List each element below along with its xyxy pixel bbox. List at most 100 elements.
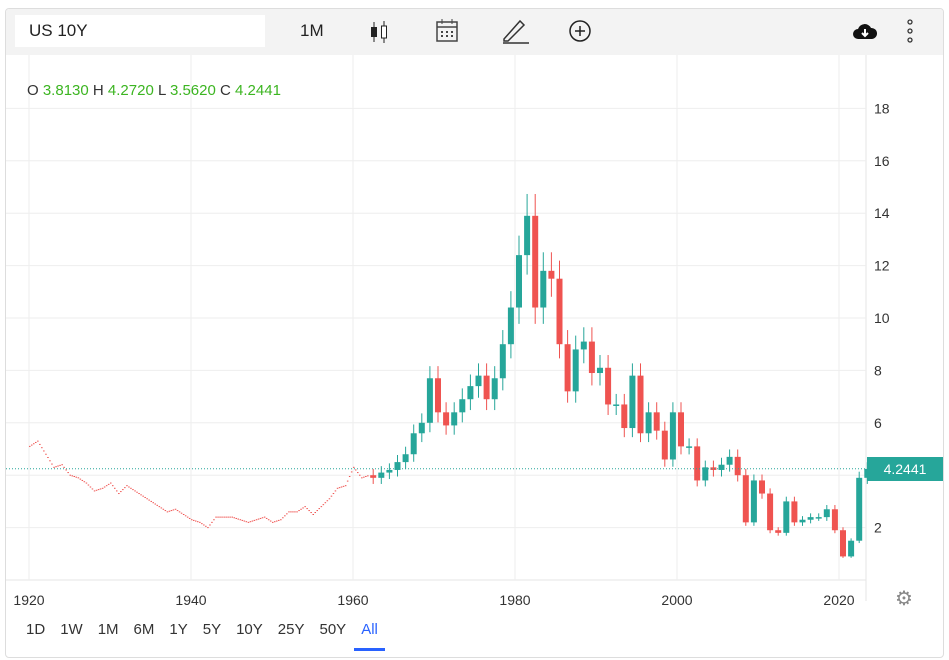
y-tick-label: 18: [874, 100, 890, 116]
candle: [507, 307, 514, 345]
candle: [418, 422, 425, 434]
pencil-icon[interactable]: [501, 18, 531, 44]
candle: [524, 215, 531, 256]
high-label: H: [92, 82, 104, 99]
range-1d[interactable]: 1D: [26, 621, 46, 638]
candle: [840, 530, 846, 557]
toolbar: US 10Y 1M: [6, 9, 943, 55]
candle: [580, 341, 587, 350]
candle: [605, 367, 612, 405]
last-price-tag: 4.2441: [867, 457, 943, 481]
candle: [459, 399, 466, 413]
range-all[interactable]: All: [354, 621, 385, 651]
candle: [613, 404, 620, 406]
candle: [435, 378, 441, 413]
candle: [499, 344, 506, 379]
range-25y[interactable]: 25Y: [277, 621, 305, 638]
range-5y[interactable]: 5Y: [202, 621, 222, 638]
candle: [775, 530, 782, 533]
low-value: 3.5620: [169, 82, 216, 99]
cloud-download-icon[interactable]: [852, 21, 878, 41]
high-value: 4.2720: [107, 82, 154, 99]
candle: [467, 386, 474, 400]
candle: [426, 378, 433, 423]
candle: [718, 464, 725, 470]
candle: [516, 255, 522, 308]
candle: [394, 462, 401, 470]
y-tick-label: 16: [874, 153, 890, 169]
candle: [694, 446, 701, 481]
candlestick-icon[interactable]: [368, 19, 390, 45]
candle: [799, 519, 806, 523]
x-tick-label: 2000: [661, 592, 692, 608]
chart-widget: US 10Y 1M 246810121416181920194019601980…: [5, 8, 944, 658]
candle: [475, 375, 482, 387]
candle: [597, 367, 603, 374]
candle: [669, 412, 676, 460]
candle: [386, 469, 393, 473]
y-tick-label: 12: [874, 258, 890, 274]
candle: [783, 501, 790, 533]
x-tick-label: 1920: [13, 592, 44, 608]
candle: [710, 467, 717, 470]
candle: [540, 270, 547, 308]
candle: [848, 540, 855, 557]
candle: [726, 456, 733, 465]
candle: [556, 278, 563, 345]
candle: [548, 270, 555, 279]
price-chart[interactable]: 24681012141618192019401960198020002020: [6, 9, 943, 657]
candle: [653, 412, 660, 431]
candle: [491, 378, 498, 400]
candle: [451, 412, 458, 426]
y-tick-label: 14: [874, 205, 890, 221]
candle: [402, 454, 409, 463]
open-label: O: [27, 82, 39, 99]
candle: [831, 509, 838, 531]
y-tick-label: 2: [874, 520, 882, 536]
candle: [564, 344, 571, 392]
range-10y[interactable]: 10Y: [236, 621, 263, 638]
symbol-input[interactable]: US 10Y: [15, 15, 265, 47]
settings-gear-icon[interactable]: ⚙: [895, 588, 913, 610]
open-value: 3.8130: [42, 82, 89, 99]
candle: [637, 375, 644, 434]
candle: [702, 467, 709, 481]
more-vertical-icon[interactable]: [905, 18, 915, 44]
range-1w[interactable]: 1W: [60, 621, 83, 638]
candle: [791, 501, 798, 523]
candle: [678, 412, 684, 447]
interval-button[interactable]: 1M: [300, 21, 324, 40]
close-label: C: [220, 82, 231, 99]
candle: [621, 404, 628, 429]
candle: [588, 341, 595, 374]
low-label: L: [157, 82, 166, 99]
candle: [378, 472, 385, 478]
candle: [443, 412, 450, 426]
plus-circle-icon[interactable]: [568, 19, 592, 43]
range-selector: 1D 1W 1M 6M 1Y 5Y 10Y 25Y 50Y All: [26, 621, 393, 651]
candle: [759, 480, 765, 494]
candle: [742, 475, 749, 523]
x-tick-label: 1960: [337, 592, 368, 608]
range-6m[interactable]: 6M: [133, 621, 155, 638]
candle: [734, 456, 741, 476]
range-1y[interactable]: 1Y: [169, 621, 188, 638]
candle: [767, 493, 774, 531]
close-value: 4.2441: [235, 82, 281, 99]
candle: [815, 517, 822, 519]
candle: [750, 480, 757, 523]
y-tick-label: 10: [874, 310, 890, 326]
ohlc-legend: O 3.8130 H 4.2720 L 3.5620 C 4.2441: [27, 82, 281, 99]
range-1m[interactable]: 1M: [97, 621, 119, 638]
range-50y[interactable]: 50Y: [319, 621, 347, 638]
candle: [807, 517, 814, 520]
candle: [370, 475, 377, 478]
candle: [532, 215, 539, 308]
candle: [661, 430, 668, 460]
y-tick-label: 6: [874, 415, 882, 431]
calendar-icon[interactable]: [435, 18, 459, 44]
candle: [856, 477, 863, 541]
x-tick-label: 1980: [499, 592, 530, 608]
candle: [629, 375, 636, 429]
y-tick-label: 8: [874, 362, 882, 378]
